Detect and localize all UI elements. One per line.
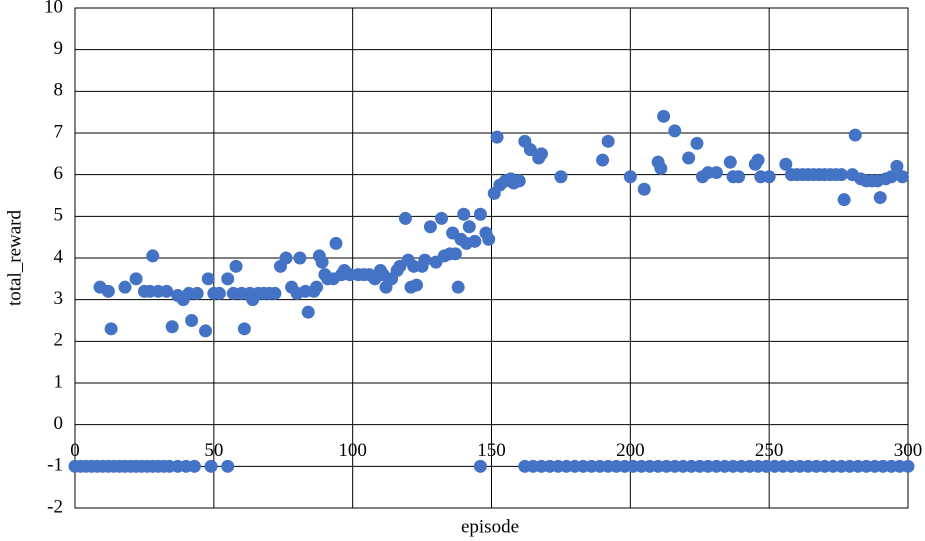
y-tick-label: 0 bbox=[54, 413, 64, 434]
y-tick-label: -2 bbox=[47, 496, 63, 517]
data-point bbox=[890, 159, 904, 173]
data-point bbox=[187, 459, 201, 473]
data-point bbox=[190, 286, 204, 300]
data-point bbox=[723, 155, 737, 169]
data-point bbox=[268, 286, 282, 300]
y-axis-label: total_reward bbox=[4, 209, 25, 306]
data-point bbox=[468, 234, 482, 248]
data-point bbox=[165, 320, 179, 334]
data-point bbox=[523, 143, 537, 157]
data-point bbox=[315, 255, 329, 269]
data-point bbox=[657, 109, 671, 123]
data-point bbox=[512, 174, 526, 188]
data-point bbox=[834, 168, 848, 182]
data-point bbox=[534, 147, 548, 161]
data-point bbox=[279, 251, 293, 265]
data-point bbox=[301, 305, 315, 319]
y-tick-label: 7 bbox=[54, 121, 64, 142]
data-point bbox=[751, 153, 765, 167]
data-point bbox=[457, 207, 471, 221]
y-tick-label: 8 bbox=[54, 80, 64, 101]
data-point bbox=[895, 170, 909, 184]
data-point bbox=[637, 182, 651, 196]
data-point bbox=[221, 272, 235, 286]
data-point bbox=[682, 151, 696, 165]
data-point bbox=[596, 153, 610, 167]
x-tick-label: 300 bbox=[894, 440, 923, 461]
data-point bbox=[229, 259, 243, 273]
data-point bbox=[884, 170, 898, 184]
data-point bbox=[779, 157, 793, 171]
data-point bbox=[709, 166, 723, 180]
data-point bbox=[448, 247, 462, 261]
x-axis-label: episode bbox=[461, 516, 519, 537]
data-point bbox=[129, 272, 143, 286]
data-point bbox=[146, 249, 160, 263]
y-tick-label: 3 bbox=[54, 288, 64, 309]
data-point bbox=[199, 324, 213, 338]
y-tick-label: 4 bbox=[54, 246, 64, 267]
data-point bbox=[418, 253, 432, 267]
y-tick-label: 5 bbox=[54, 205, 64, 226]
y-tick-label: -1 bbox=[47, 455, 63, 476]
data-point bbox=[221, 459, 235, 473]
data-point bbox=[310, 280, 324, 294]
data-point bbox=[185, 314, 199, 327]
data-point bbox=[901, 459, 915, 473]
data-point bbox=[212, 286, 226, 300]
data-point bbox=[204, 459, 218, 473]
data-point bbox=[329, 236, 343, 250]
data-point bbox=[732, 170, 746, 184]
y-tick-label: 10 bbox=[44, 0, 63, 17]
data-point bbox=[398, 211, 412, 225]
data-point bbox=[848, 128, 862, 142]
data-point bbox=[473, 459, 487, 473]
data-point bbox=[554, 170, 568, 184]
data-point bbox=[237, 322, 251, 336]
x-tick-label: 50 bbox=[204, 440, 223, 461]
data-point bbox=[435, 211, 449, 225]
data-point bbox=[837, 193, 851, 207]
data-point bbox=[668, 124, 682, 138]
x-tick-label: 100 bbox=[338, 440, 367, 461]
data-point bbox=[601, 134, 615, 148]
data-point bbox=[160, 284, 174, 298]
data-point bbox=[451, 280, 465, 294]
y-tick-label: 1 bbox=[54, 371, 64, 392]
data-point bbox=[490, 130, 504, 144]
data-point bbox=[101, 284, 115, 298]
data-point bbox=[690, 136, 704, 150]
data-point bbox=[104, 322, 118, 336]
x-tick-label: 150 bbox=[477, 440, 506, 461]
data-point bbox=[762, 170, 776, 184]
x-tick-label: 0 bbox=[70, 440, 80, 461]
data-point bbox=[623, 170, 637, 184]
x-tick-label: 200 bbox=[616, 440, 645, 461]
data-point bbox=[482, 232, 496, 246]
data-point bbox=[423, 220, 437, 234]
data-point bbox=[654, 161, 668, 175]
data-point bbox=[410, 278, 424, 292]
data-point bbox=[201, 272, 215, 286]
y-tick-label: 9 bbox=[54, 38, 64, 59]
data-point bbox=[873, 191, 887, 205]
data-point bbox=[473, 207, 487, 221]
data-point bbox=[293, 251, 307, 265]
y-tick-label: 2 bbox=[54, 330, 64, 351]
data-point bbox=[118, 280, 132, 294]
data-point bbox=[462, 220, 476, 234]
x-tick-label: 250 bbox=[755, 440, 784, 461]
y-tick-label: 6 bbox=[54, 163, 64, 184]
